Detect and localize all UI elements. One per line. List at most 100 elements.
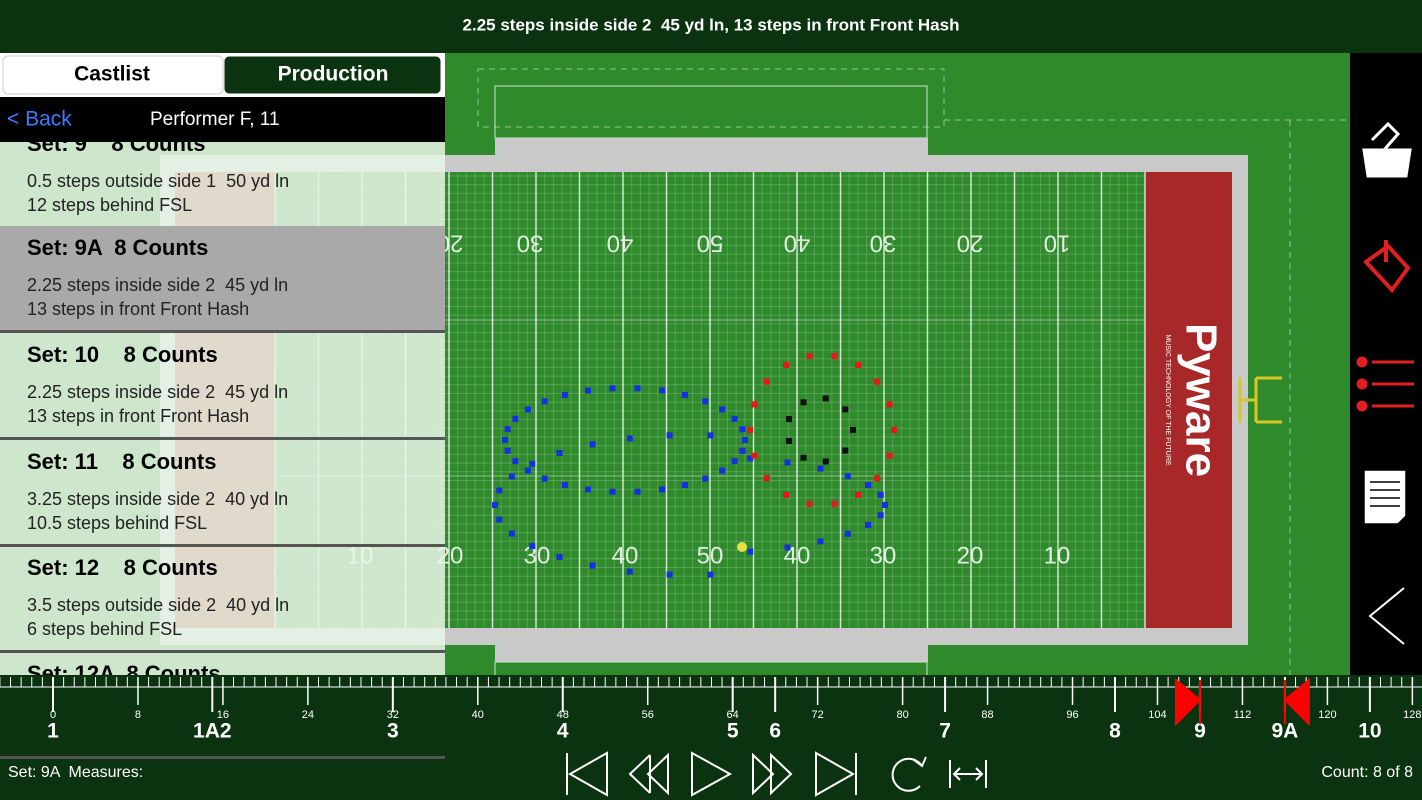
range-start-marker[interactable] (1174, 677, 1202, 727)
set-label: 9A (1271, 720, 1298, 743)
footer: Set: 9A Measures: Count: 8 of 8 (8, 751, 1413, 797)
range-end-marker[interactable] (1283, 677, 1310, 727)
performer-dot (634, 488, 641, 495)
set-position: 13 steps in front Front Hash (27, 299, 249, 319)
selected-performer (737, 542, 747, 552)
castlist-tab[interactable] (2, 55, 224, 95)
count-label: 56 (642, 709, 654, 721)
right-endzone (1145, 172, 1232, 628)
performer-dot (529, 543, 536, 550)
yard-number: 10 (1044, 542, 1071, 569)
performer-dot (496, 487, 503, 494)
last-button[interactable] (815, 751, 857, 797)
performer-dot (785, 437, 792, 444)
performer-dot (855, 491, 861, 498)
set-position: 13 steps in front Front Hash (27, 406, 249, 426)
tab-label[interactable]: Production (278, 63, 389, 86)
production-tab[interactable] (223, 55, 442, 95)
performer-dot (747, 548, 754, 555)
count-label: 120 (1318, 709, 1336, 721)
performer-dot (707, 571, 714, 578)
back-button[interactable]: < Back (7, 108, 72, 131)
goal-post (1238, 376, 1282, 424)
count-label: 40 (472, 709, 484, 721)
field-boundary (944, 119, 1350, 675)
set-label: 5 (727, 720, 739, 743)
count-label: 32 (387, 709, 399, 721)
performer-dot (874, 475, 881, 482)
performer-dot (783, 491, 789, 498)
set-row-selected[interactable] (0, 226, 445, 330)
performer-dot (584, 387, 591, 394)
play-button[interactable] (691, 751, 733, 797)
performer-dot (844, 473, 851, 480)
performer-dot (496, 516, 503, 523)
count-label: 72 (812, 709, 824, 721)
performer-dot (763, 475, 770, 482)
document-icon[interactable] (1363, 469, 1407, 525)
performer-dot (800, 454, 807, 461)
stretch-button[interactable] (949, 760, 987, 788)
set-label: 9 (1194, 720, 1206, 743)
performer-dot (524, 406, 531, 413)
performer-dot (541, 398, 548, 405)
performer-dot (806, 353, 813, 360)
performer-dot (763, 378, 770, 385)
nav-title: Performer F, 11 (150, 109, 280, 130)
performer-dot (739, 447, 746, 454)
logo-text: Pyware (1176, 323, 1225, 477)
row-divider (0, 437, 445, 440)
set-title: Set: 12 8 Counts (27, 555, 218, 580)
header-title: 2.25 steps inside side 2 45 yd ln, 13 st… (463, 15, 960, 34)
logo: Pyware MUSIC TECHNOLOGY OF THE FUTURE (1164, 323, 1225, 477)
performer-dot (822, 395, 829, 402)
performer-dot (634, 385, 641, 392)
set-label: 1 (47, 720, 59, 743)
yard-number: 50 (697, 230, 724, 257)
basket-icon[interactable] (1362, 121, 1412, 178)
performer-dot (822, 458, 829, 465)
performer-dot (891, 427, 897, 433)
performer-dot (865, 482, 872, 489)
performer-dot (877, 491, 884, 498)
set-label: 6 (769, 720, 781, 743)
count-label: 64 (727, 709, 739, 721)
rewind-button[interactable] (628, 752, 669, 796)
performer-dot (747, 427, 753, 433)
forward-button[interactable] (752, 752, 793, 796)
paint-icon[interactable] (1363, 240, 1411, 294)
performer-dot (512, 458, 519, 465)
loop-button[interactable] (891, 756, 927, 792)
performer-dot (666, 571, 673, 578)
performer-dot (882, 502, 888, 508)
count-label: 128 (1403, 709, 1421, 721)
performer-dot (508, 473, 515, 480)
performer-dot (556, 449, 563, 456)
yard-number: 30 (524, 542, 551, 569)
performer-dot (666, 432, 673, 439)
performer-dot (874, 378, 881, 385)
performer-dot (524, 467, 531, 474)
yard-numbers: 2030405040302010102030405040302010 (347, 230, 1071, 570)
first-button[interactable] (566, 751, 608, 797)
tab-label[interactable]: Castlist (74, 63, 150, 86)
performer-dot (719, 406, 726, 413)
set-title: Set: 9A 8 Counts (27, 235, 208, 260)
yard-number: 30 (870, 542, 897, 569)
count-label: 88 (981, 709, 993, 721)
list-icon[interactable] (1356, 356, 1414, 412)
collapse-button[interactable] (1368, 587, 1405, 645)
set-title: Set: 11 8 Counts (27, 449, 217, 474)
performer-dot (842, 406, 849, 413)
count-label: 16 (217, 709, 229, 721)
performer-dot (731, 415, 738, 422)
performer-dot (626, 435, 633, 442)
performer-dot (659, 486, 666, 493)
performer-dot (742, 437, 748, 443)
set-position: 12 steps behind FSL (27, 195, 192, 215)
count-label: 80 (896, 709, 908, 721)
count-label: 96 (1066, 709, 1078, 721)
yard-number: 50 (697, 542, 724, 569)
